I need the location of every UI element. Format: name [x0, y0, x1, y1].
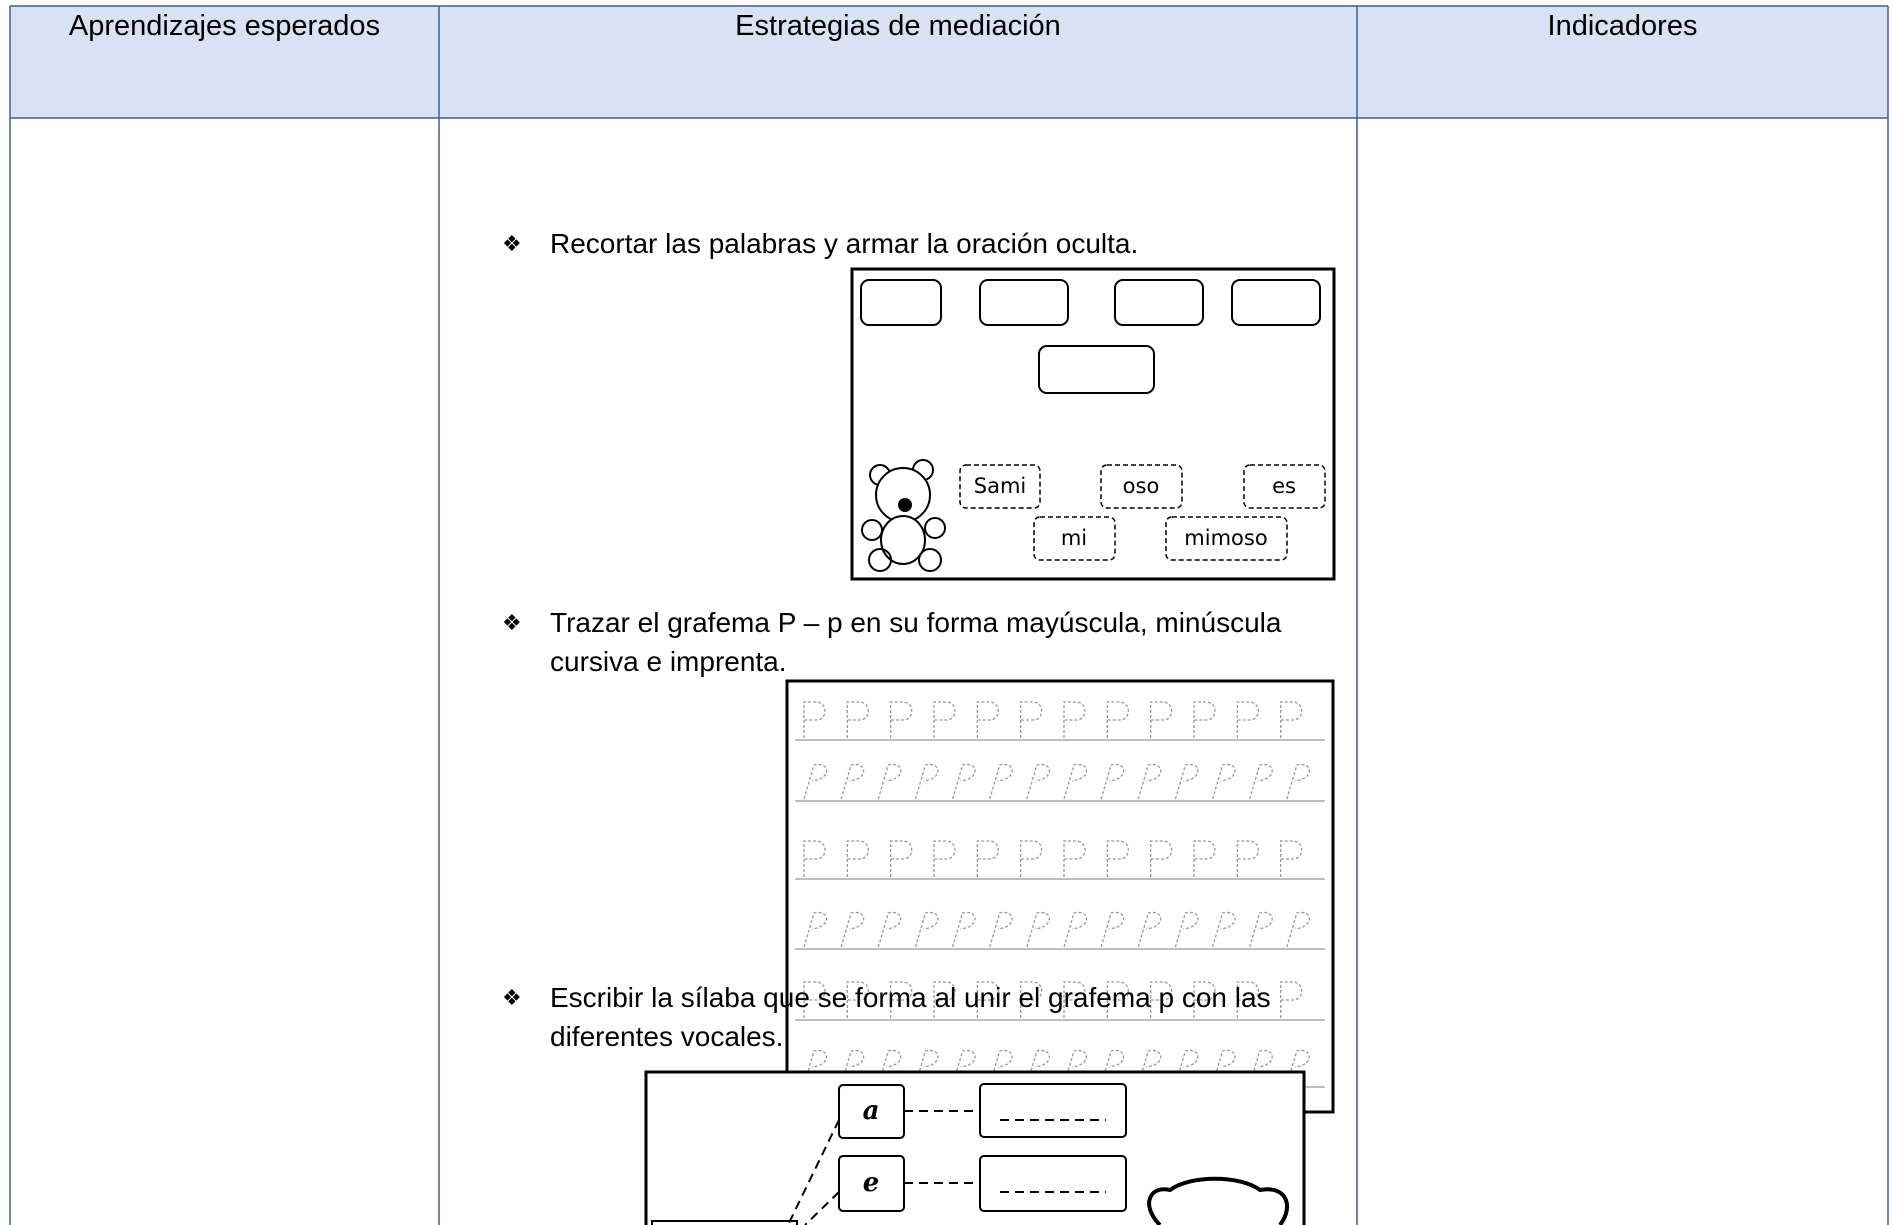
trace-glyph: [890, 701, 913, 738]
trace-glyph: [877, 763, 902, 800]
trace-glyph: [1026, 911, 1050, 948]
activity: Recortar las palabras y armar la oración…: [502, 224, 1340, 263]
trace-glyph: [933, 840, 956, 877]
trace-glyph: [989, 911, 1013, 948]
header-bg: [10, 6, 1888, 118]
trace-glyph: [933, 701, 956, 738]
trace-glyph: [1193, 840, 1216, 877]
column-header: Indicadores: [1547, 10, 1698, 42]
trace-glyph: [1063, 911, 1088, 948]
trace-glyph: [1211, 911, 1236, 948]
trace-glyph: [803, 763, 828, 800]
syllable-sheet: [644, 1070, 1306, 1225]
trace-glyph: [1063, 701, 1086, 738]
trace-glyph: [1280, 840, 1303, 877]
trace-glyph: [1026, 763, 1050, 800]
column-header: Aprendizajes esperados: [68, 10, 381, 42]
trace-glyph: [1100, 763, 1125, 800]
trace-glyph: [803, 840, 826, 877]
trace-glyph: [1020, 701, 1043, 738]
trace-glyph: [1137, 763, 1162, 800]
trace-glyph: [914, 911, 939, 948]
trace-glyph: [803, 911, 828, 948]
trace-glyph: [1150, 701, 1173, 738]
trace-glyph: [951, 763, 976, 800]
trace-glyph: [1249, 911, 1273, 948]
trace-glyph: [1063, 840, 1086, 877]
word-label: es: [1272, 474, 1296, 498]
activity: Escribir la sílaba que se forma al unir …: [502, 978, 1340, 1056]
trace-glyph: [840, 763, 865, 800]
trace-glyph: [846, 840, 869, 877]
trace-glyph: [890, 840, 913, 877]
trace-glyph: [1286, 763, 1310, 800]
vowel-label: e: [863, 1168, 880, 1198]
trace-glyph: [1211, 763, 1236, 800]
trace-glyph: [1020, 840, 1043, 877]
table-grid: [9, 5, 1889, 1225]
trace-glyph: [1286, 911, 1310, 948]
trace-glyph: [1249, 763, 1273, 800]
trace-glyph: [1150, 840, 1173, 877]
bear-icon: [861, 459, 946, 572]
trace-glyph: [1137, 911, 1162, 948]
trace-glyph: [1174, 911, 1199, 948]
trace-glyph: [914, 763, 939, 800]
word-label: Sami: [974, 474, 1027, 498]
trace-glyph: [840, 911, 865, 948]
word-puzzle-sheet: [850, 267, 1336, 581]
trace-glyph: [1106, 701, 1129, 738]
trace-glyph: [877, 911, 902, 948]
trace-glyph: [846, 701, 869, 738]
word-label: mimoso: [1184, 526, 1267, 550]
trace-glyph: [1106, 840, 1129, 877]
trace-glyph: [803, 701, 826, 738]
trace-glyph: [1280, 701, 1303, 738]
trace-glyph: [1236, 701, 1259, 738]
word-label: oso: [1123, 474, 1160, 498]
trace-glyph: [1063, 763, 1088, 800]
trace-glyph: [989, 763, 1013, 800]
trace-glyph: [1193, 701, 1216, 738]
word-label: mi: [1061, 526, 1087, 550]
sheet-texts: Sami oso es mi mimoso a e: [863, 474, 1296, 1198]
trace-glyph: [976, 701, 999, 738]
column-header: Estrategias de mediación: [735, 10, 1061, 42]
trace-glyph: [1100, 911, 1125, 948]
trace-glyph: [976, 840, 999, 877]
trace-glyph: [1236, 840, 1259, 877]
activity: Trazar el grafema P – p en su forma mayú…: [502, 603, 1340, 681]
vowel-label: a: [863, 1096, 880, 1126]
trace-glyph: [1174, 763, 1199, 800]
trace-glyph: [951, 911, 976, 948]
